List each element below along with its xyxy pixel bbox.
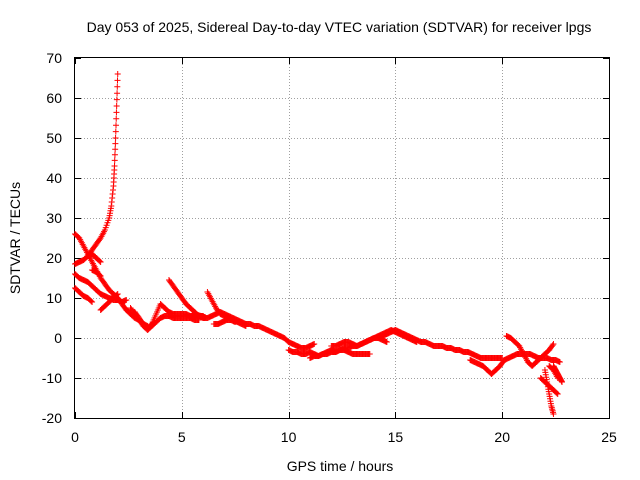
- y-tick-label: -10: [42, 370, 62, 386]
- series-arc-15: [210, 317, 239, 327]
- data-point: [556, 359, 563, 365]
- y-tick-label: -20: [42, 410, 62, 426]
- data-point: [311, 341, 318, 347]
- data-point: [113, 122, 120, 129]
- data-point: [112, 135, 119, 141]
- series-arc-20: [375, 327, 506, 361]
- x-axis-label: GPS time / hours: [287, 458, 394, 474]
- data-point: [123, 297, 130, 303]
- series-arc-24: [541, 367, 557, 417]
- data-point: [383, 339, 390, 345]
- data-point: [96, 258, 103, 265]
- data-point: [112, 146, 119, 153]
- data-point: [114, 291, 121, 297]
- data-point: [559, 379, 566, 385]
- data-point: [96, 272, 103, 279]
- data-point: [113, 96, 120, 103]
- x-tick-label: 20: [494, 429, 510, 445]
- data-point: [112, 128, 119, 135]
- y-tick-label: 10: [46, 290, 62, 306]
- data-point: [114, 77, 121, 84]
- series-arc-1: [72, 71, 121, 267]
- series-arc-5: [84, 251, 104, 265]
- series-arc-16: [242, 321, 318, 351]
- data-point: [89, 299, 96, 305]
- y-tick-label: 20: [46, 250, 62, 266]
- series-arc-22: [503, 333, 557, 369]
- series-arc-6: [89, 267, 104, 279]
- data-marks: [72, 71, 566, 417]
- axis-ticks: 0 5 10 15 20 25 -20 -10 0 10 20 30 40 50 60 70: [42, 50, 617, 445]
- x-tick-label: 15: [388, 429, 404, 445]
- data-point: [111, 157, 118, 164]
- data-point: [88, 298, 95, 305]
- series-arc-26: [550, 363, 566, 385]
- y-tick-label: 70: [46, 50, 62, 66]
- grid-lines: [75, 58, 609, 418]
- y-axis-label: SDTVAR / TECUs: [7, 182, 23, 294]
- series-arc-4: [72, 285, 96, 305]
- x-tick-label: 10: [281, 429, 297, 445]
- data-point: [114, 83, 121, 90]
- series-arc-18: [306, 347, 373, 361]
- data-point: [549, 342, 556, 349]
- data-point: [114, 71, 121, 77]
- data-point: [112, 140, 119, 147]
- x-tick-label: 25: [601, 429, 617, 445]
- data-point: [113, 109, 120, 116]
- data-point: [232, 319, 239, 325]
- y-tick-label: 60: [46, 90, 62, 106]
- y-tick-label: 30: [46, 210, 62, 226]
- data-point: [366, 351, 373, 357]
- data-point: [97, 259, 104, 265]
- data-point: [111, 151, 118, 158]
- data-point: [550, 341, 557, 347]
- y-tick-label: 0: [54, 330, 62, 346]
- data-point: [97, 273, 104, 279]
- series-arc-8: [110, 293, 130, 305]
- y-tick-label: 50: [46, 130, 62, 146]
- x-tick-label: 0: [71, 429, 79, 445]
- data-point: [550, 411, 557, 417]
- data-point: [113, 115, 120, 122]
- data-point: [553, 390, 560, 397]
- data-point: [113, 103, 120, 109]
- plot-frame: [74, 57, 610, 419]
- series-arc-14: [200, 309, 249, 327]
- chart-title: Day 053 of 2025, Sidereal Day-to-day VTE…: [87, 19, 592, 35]
- data-point: [554, 391, 561, 397]
- data-point: [114, 90, 121, 97]
- y-tick-label: 40: [46, 170, 62, 186]
- data-point: [111, 163, 118, 169]
- x-tick-label: 5: [178, 429, 186, 445]
